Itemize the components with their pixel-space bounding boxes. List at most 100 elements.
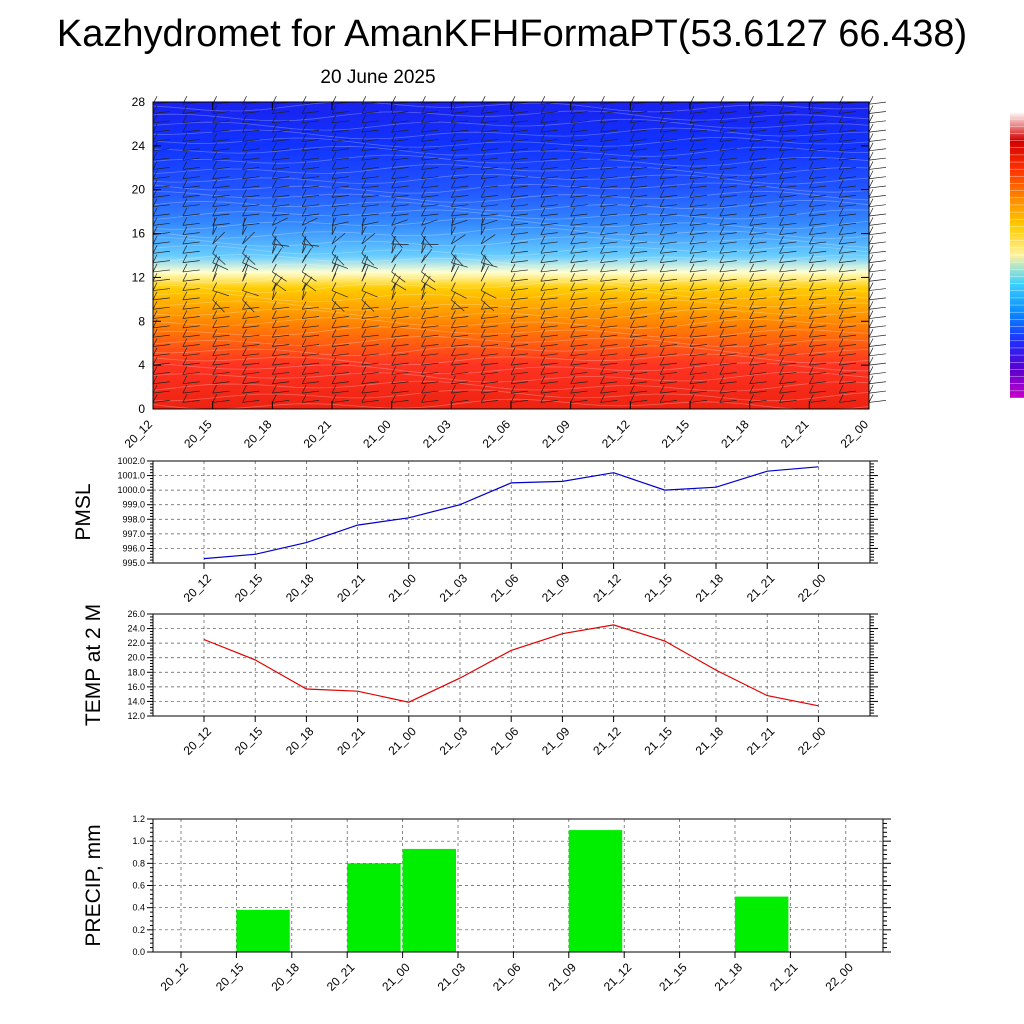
- wind-barb: [391, 283, 396, 300]
- wind-barb: [540, 213, 558, 217]
- wind-barb-flag: [212, 105, 217, 114]
- wind-barb: [510, 334, 528, 338]
- x-tick-label: 21_21: [767, 960, 801, 994]
- wind-barb: [510, 176, 528, 180]
- wind-barb: [809, 381, 827, 385]
- wind-barb: [242, 299, 255, 313]
- wind-barb: [868, 101, 886, 105]
- wind-barb-flag: [451, 198, 456, 207]
- wind-barb-flag: [570, 123, 575, 133]
- wind-barb-flag: [779, 235, 784, 245]
- wind-barb-flag: [451, 170, 456, 179]
- wind-barb-flag: [540, 114, 546, 123]
- wind-barb-flag: [152, 105, 158, 114]
- x-tick-label: 20_15: [181, 417, 215, 451]
- wind-barb-flag: [779, 123, 784, 133]
- wind-barb: [480, 253, 494, 266]
- wind-barb: [510, 129, 528, 133]
- wind-barb-flag: [182, 207, 188, 217]
- wind-barb: [779, 260, 797, 263]
- wind-barb: [451, 129, 469, 133]
- wind-barb: [868, 241, 886, 245]
- wind-barb: [779, 372, 797, 375]
- wind-barb-flag: [570, 96, 575, 105]
- wind-barb: [749, 400, 767, 403]
- wind-barb: [302, 148, 320, 152]
- wind-barb-flag: [331, 384, 337, 394]
- wind-barb-flag: [182, 217, 188, 226]
- wind-barb-flag: [868, 282, 874, 291]
- wind-barb-flag: [838, 226, 844, 235]
- wind-barb: [331, 390, 349, 394]
- wind-barb-flag: [600, 170, 605, 179]
- wind-barb-flag: [630, 310, 635, 319]
- wind-barb-flag: [242, 105, 247, 114]
- wind-barb-flag: [809, 310, 814, 319]
- wind-barb-flag: [480, 105, 486, 114]
- wind-barb-flag: [272, 273, 277, 282]
- x-tick-label: 20_18: [283, 724, 317, 758]
- wind-barb: [809, 344, 827, 347]
- wind-barb-flag: [689, 301, 695, 310]
- wind-barb: [481, 185, 499, 189]
- wind-barb: [719, 362, 737, 366]
- wind-barb-flag: [242, 170, 247, 179]
- wind-barb-flag: [272, 329, 277, 338]
- wind-barb-flag: [838, 384, 844, 394]
- wind-barb-flag: [570, 319, 575, 329]
- precip-bar: [735, 896, 789, 952]
- wind-barb: [182, 372, 200, 375]
- wind-barb-flag: [600, 217, 605, 226]
- wind-barb-flag: [451, 310, 456, 319]
- y-axis-title: PRECIP, mm: [82, 824, 105, 946]
- wind-barb: [868, 362, 886, 366]
- wind-barb: [868, 353, 886, 357]
- wind-barb-flag: [480, 282, 486, 291]
- wind-barb: [481, 129, 499, 133]
- wind-barb-flag: [779, 207, 784, 217]
- wind-barb: [540, 334, 558, 338]
- wind-barb-flag: [809, 105, 814, 114]
- wind-barb-flag: [212, 310, 217, 319]
- y-tick-label: 16.0: [127, 682, 145, 692]
- wind-barb: [600, 167, 618, 170]
- wind-barb-flag: [600, 114, 605, 123]
- wind-barb: [570, 129, 588, 133]
- wind-barb: [630, 176, 648, 180]
- wind-barb-flag: [242, 273, 247, 282]
- wind-barb-flag: [212, 291, 217, 301]
- wind-barb: [331, 372, 349, 375]
- wind-barb-flag: [331, 394, 337, 403]
- wind-barb: [630, 111, 648, 114]
- wind-barb-flag: [182, 226, 188, 235]
- wind-barb: [540, 297, 558, 301]
- wind-barb: [272, 111, 290, 114]
- wind-barb-flag: [361, 291, 367, 301]
- wind-barb: [302, 325, 320, 329]
- wind-barb: [839, 111, 857, 114]
- wind-barb-flag: [272, 217, 277, 226]
- wind-barb: [749, 260, 767, 263]
- wind-barb: [660, 278, 678, 282]
- wind-barb-flag: [809, 123, 814, 133]
- wind-barb: [152, 372, 170, 375]
- wind-barb-flag: [838, 282, 844, 291]
- wind-barb-flag: [809, 189, 814, 198]
- wind-barb-flag: [272, 356, 277, 366]
- wind-barb-flag: [749, 245, 754, 254]
- wind-barb-flag: [689, 235, 695, 245]
- wind-barb: [749, 139, 767, 142]
- wind-barb-flag: [272, 161, 277, 170]
- wind-barb: [421, 325, 439, 329]
- wind-barb-flag: [361, 226, 367, 235]
- wind-barb-flag: [391, 375, 396, 384]
- wind-barb: [839, 213, 857, 217]
- wind-barb: [272, 204, 290, 208]
- wind-barb-flag: [689, 245, 695, 254]
- wind-barb: [779, 157, 797, 161]
- wind-barb-flag: [630, 123, 635, 133]
- wind-barb-flag: [182, 179, 188, 189]
- wind-barb-flag: [809, 384, 814, 394]
- field-contour: [152, 110, 870, 122]
- wind-barb-flag: [540, 189, 546, 198]
